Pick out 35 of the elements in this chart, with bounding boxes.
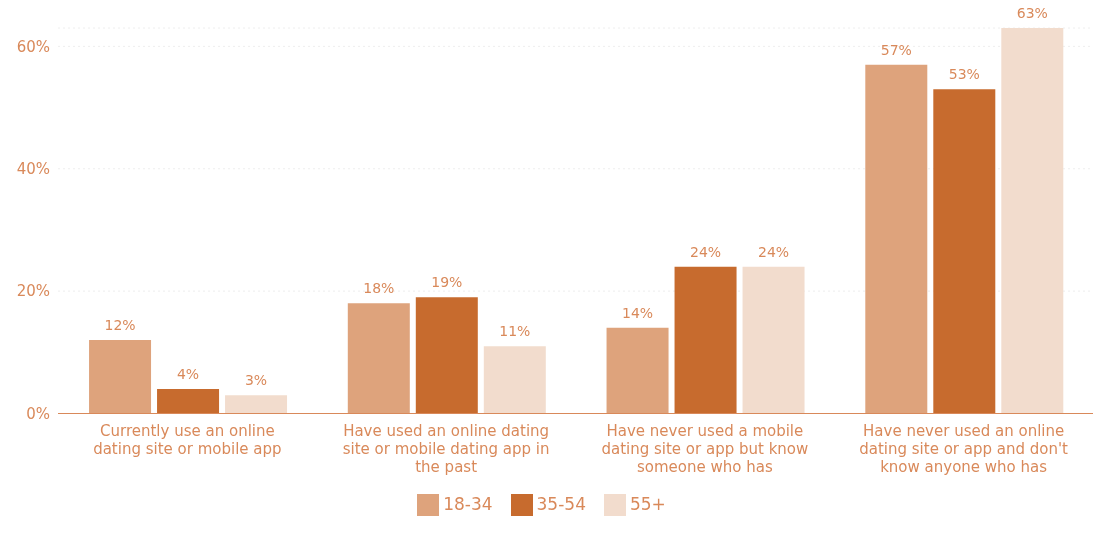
bar — [415, 297, 478, 414]
data-label: 57% — [880, 41, 912, 58]
x-tick-label: Currently use an online dating site or mobile app — [93, 421, 282, 458]
y-tick-label: 20% — [16, 282, 50, 301]
bar — [1001, 28, 1064, 414]
data-label: 12% — [104, 317, 136, 334]
y-tick-label: 40% — [16, 160, 50, 179]
data-label: 18% — [363, 280, 395, 297]
x-tick-label: Have used an online dating site or mobile dating app in the past — [342, 421, 550, 476]
bar — [225, 395, 288, 414]
data-label: 53% — [948, 66, 980, 83]
legend-label: 35-54 — [536, 493, 586, 514]
data-label: 63% — [1016, 5, 1048, 21]
data-label: 4% — [176, 366, 200, 383]
bar — [89, 340, 152, 414]
y-tick-label: 0% — [26, 404, 50, 423]
bar — [483, 346, 546, 414]
data-label: 24% — [689, 243, 722, 260]
data-label: 11% — [499, 323, 531, 340]
bar — [933, 89, 996, 414]
bar — [865, 64, 928, 414]
y-tick-label: 60% — [16, 37, 50, 56]
data-label: 3% — [244, 372, 268, 389]
bar — [674, 266, 737, 414]
bar — [606, 327, 669, 414]
bar — [742, 266, 805, 414]
legend-label: 18-34 — [443, 493, 493, 514]
legend-label: 55+ — [629, 493, 666, 514]
x-tick-label: Have never used a mobile dating site or app but know someone who has — [601, 421, 809, 476]
data-label: 24% — [757, 243, 790, 260]
data-label: 14% — [621, 304, 654, 321]
bar — [347, 303, 410, 414]
x-tick-label: Have never used an online dating site or app and don't know anyone who has — [859, 421, 1069, 476]
data-label: 19% — [431, 274, 463, 291]
bar — [157, 389, 220, 414]
